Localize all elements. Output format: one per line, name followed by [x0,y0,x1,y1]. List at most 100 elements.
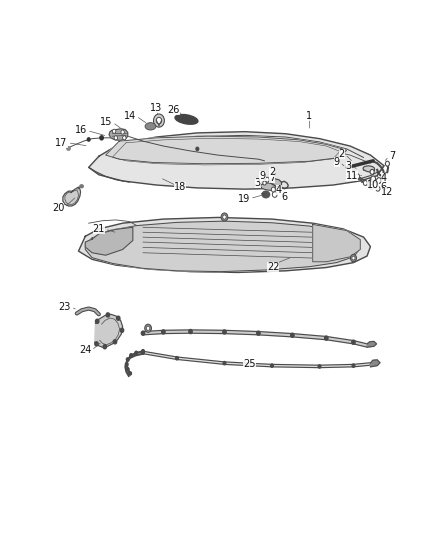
Polygon shape [85,227,133,255]
Polygon shape [88,132,384,189]
Circle shape [129,372,131,375]
Circle shape [95,319,99,324]
Circle shape [120,328,124,333]
Circle shape [385,161,389,166]
Text: 2: 2 [269,167,275,177]
Circle shape [95,342,98,346]
Circle shape [114,136,117,140]
Circle shape [127,358,129,361]
Text: 20: 20 [52,203,64,213]
Circle shape [350,254,357,262]
Circle shape [141,331,145,335]
Circle shape [318,365,321,368]
Text: 24: 24 [79,345,92,356]
Circle shape [325,336,328,340]
Circle shape [117,316,120,320]
Circle shape [369,184,374,190]
Text: 3: 3 [346,161,352,171]
Circle shape [271,364,273,367]
Circle shape [135,351,138,354]
Circle shape [223,361,226,365]
Text: 2: 2 [339,149,345,159]
Circle shape [156,117,162,124]
Text: 26: 26 [167,105,180,115]
Text: 7: 7 [389,151,396,161]
Text: 4: 4 [381,173,387,183]
Circle shape [352,364,355,367]
Ellipse shape [80,185,83,188]
Circle shape [352,340,355,344]
Circle shape [113,129,116,133]
Text: 21: 21 [92,224,105,234]
Polygon shape [363,166,374,172]
Circle shape [371,176,375,182]
Circle shape [127,368,129,371]
Circle shape [272,191,277,197]
Polygon shape [367,342,377,347]
Circle shape [123,136,126,140]
Text: 23: 23 [59,302,71,312]
Circle shape [125,363,128,366]
Ellipse shape [262,191,270,198]
Polygon shape [143,330,367,347]
Text: 16: 16 [75,125,87,135]
Polygon shape [371,360,380,367]
Polygon shape [63,187,81,206]
Circle shape [196,147,199,150]
Circle shape [356,174,360,179]
Circle shape [223,215,226,219]
Circle shape [103,345,106,349]
Text: 10: 10 [367,180,379,190]
Ellipse shape [145,123,156,130]
Circle shape [368,181,373,187]
Circle shape [130,354,132,357]
Circle shape [141,350,145,353]
Circle shape [263,181,266,185]
Text: 25: 25 [243,359,256,369]
Circle shape [223,330,226,334]
Text: 3: 3 [254,178,261,188]
Circle shape [352,256,355,260]
Text: 13: 13 [150,103,162,114]
Text: 15: 15 [100,117,113,127]
Circle shape [363,181,367,185]
Circle shape [106,313,110,317]
Text: 4: 4 [276,185,282,195]
Circle shape [100,136,103,140]
Polygon shape [143,351,371,368]
Text: 14: 14 [124,111,136,121]
Text: 9: 9 [334,157,340,167]
Circle shape [376,186,380,191]
Text: 9: 9 [259,172,265,181]
Circle shape [145,324,152,333]
Text: 7: 7 [269,173,275,183]
Circle shape [176,357,178,360]
Circle shape [189,329,192,334]
Text: 12: 12 [381,187,393,197]
Polygon shape [313,224,360,262]
Polygon shape [269,179,282,187]
Ellipse shape [175,115,198,124]
Polygon shape [95,314,123,347]
Circle shape [113,340,117,344]
Text: 19: 19 [238,193,250,204]
Circle shape [271,187,276,192]
Circle shape [146,326,150,330]
Text: 1: 1 [306,111,312,122]
Polygon shape [85,221,360,272]
Text: 18: 18 [173,182,186,192]
Circle shape [370,169,374,174]
Polygon shape [359,177,372,187]
Text: 6: 6 [281,192,287,202]
Text: 6: 6 [381,182,387,192]
Circle shape [87,138,90,141]
Polygon shape [106,136,346,164]
Circle shape [257,331,260,335]
Circle shape [141,351,145,354]
Text: 22: 22 [267,262,279,272]
Polygon shape [78,217,371,272]
Circle shape [291,333,294,337]
Circle shape [162,330,165,334]
Circle shape [265,177,269,182]
Text: 17: 17 [55,138,67,148]
